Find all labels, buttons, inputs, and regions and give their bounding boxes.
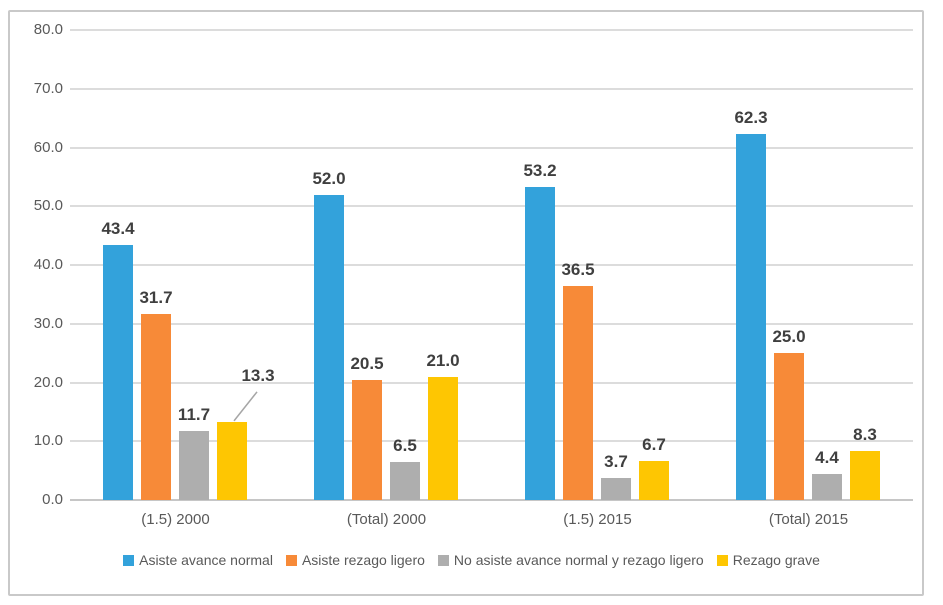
data-label: 52.0 bbox=[312, 168, 346, 188]
x-category-label: (1.5) 2015 bbox=[563, 511, 632, 528]
bar-1-5-2015-s0 bbox=[525, 187, 555, 500]
data-label: 11.7 bbox=[177, 405, 211, 425]
legend-swatch-icon bbox=[716, 554, 728, 566]
data-label: 25.0 bbox=[772, 327, 806, 347]
legend-item-1: Asiste rezago ligero bbox=[285, 552, 425, 568]
gridline bbox=[70, 264, 913, 266]
bar-total-2015-s2 bbox=[812, 474, 842, 500]
x-category-label: (1.5) 2000 bbox=[141, 511, 210, 528]
legend-label: Asiste rezago ligero bbox=[301, 552, 425, 568]
data-label: 6.5 bbox=[393, 435, 417, 455]
y-tick-label: 80.0 bbox=[33, 21, 63, 38]
plot-area: 43.4 31.7 11.7 13.3 52.0 20.5 6.5 21.0 53.2 36.5 3… bbox=[70, 29, 913, 501]
bar-total-2015-s3 bbox=[850, 451, 880, 500]
x-axis-line bbox=[70, 499, 913, 501]
legend-swatch-icon bbox=[123, 554, 135, 566]
x-category-label: (Total) 2000 bbox=[346, 511, 427, 528]
bar-1-5-2000-s0 bbox=[103, 245, 133, 500]
data-label: 20.5 bbox=[350, 353, 384, 373]
data-label: 13.3 bbox=[241, 365, 275, 385]
data-label: 21.0 bbox=[426, 350, 460, 370]
legend-item-0: Asiste avance normal bbox=[123, 552, 273, 568]
legend-label: Rezago grave bbox=[732, 552, 820, 568]
bar-total-2015-s0 bbox=[736, 134, 766, 500]
gridline bbox=[70, 87, 913, 90]
gridline bbox=[70, 381, 913, 384]
gridline bbox=[70, 205, 913, 208]
data-label: 53.2 bbox=[523, 161, 557, 181]
y-tick-label: 20.0 bbox=[33, 373, 63, 391]
legend-item-3: Rezago grave bbox=[716, 552, 820, 568]
legend-label: Asiste avance normal bbox=[139, 552, 273, 568]
legend: Asiste avance normal Asiste rezago ligero… bbox=[10, 552, 933, 568]
bar-1-5-2000-s3 bbox=[217, 421, 247, 500]
legend-swatch-icon bbox=[437, 554, 449, 566]
legend-swatch-icon bbox=[285, 554, 297, 566]
data-label: 62.3 bbox=[734, 107, 768, 127]
bar-total-2000-s1 bbox=[352, 379, 382, 500]
data-label: 4.4 bbox=[815, 448, 839, 468]
legend-label: No asiste avance normal y rezago ligero bbox=[453, 552, 704, 568]
bar-1-5-2000-s2 bbox=[179, 431, 209, 500]
bar-1-5-2000-s1 bbox=[141, 313, 171, 500]
bar-1-5-2015-s2 bbox=[601, 478, 631, 500]
legend-item-2: No asiste avance normal y rezago ligero bbox=[437, 552, 704, 568]
gridline bbox=[70, 322, 913, 325]
bar-total-2000-s0 bbox=[314, 194, 344, 500]
y-tick-label: 40.0 bbox=[33, 256, 63, 273]
y-tick-label: 50.0 bbox=[33, 197, 63, 215]
data-label: 36.5 bbox=[561, 259, 595, 279]
data-label: 3.7 bbox=[604, 452, 628, 472]
bar-1-5-2015-s1 bbox=[563, 285, 593, 500]
gridline bbox=[70, 29, 913, 31]
y-tick-label: 70.0 bbox=[33, 79, 63, 97]
gridline bbox=[70, 440, 913, 443]
y-tick-label: 30.0 bbox=[33, 314, 63, 332]
y-tick-label: 0.0 bbox=[42, 491, 63, 508]
bar-total-2015-s1 bbox=[774, 353, 804, 500]
data-label: 8.3 bbox=[853, 425, 877, 445]
data-label: 31.7 bbox=[139, 287, 173, 307]
data-label: 6.7 bbox=[642, 434, 666, 454]
gridline bbox=[70, 146, 913, 149]
bar-1-5-2015-s3 bbox=[639, 460, 669, 500]
bar-total-2000-s3 bbox=[428, 376, 458, 500]
bar-total-2000-s2 bbox=[390, 461, 420, 500]
x-category-label: (Total) 2015 bbox=[768, 511, 849, 528]
y-tick-label: 10.0 bbox=[33, 432, 63, 450]
data-label: 43.4 bbox=[101, 219, 135, 239]
y-tick-label: 60.0 bbox=[33, 138, 63, 156]
